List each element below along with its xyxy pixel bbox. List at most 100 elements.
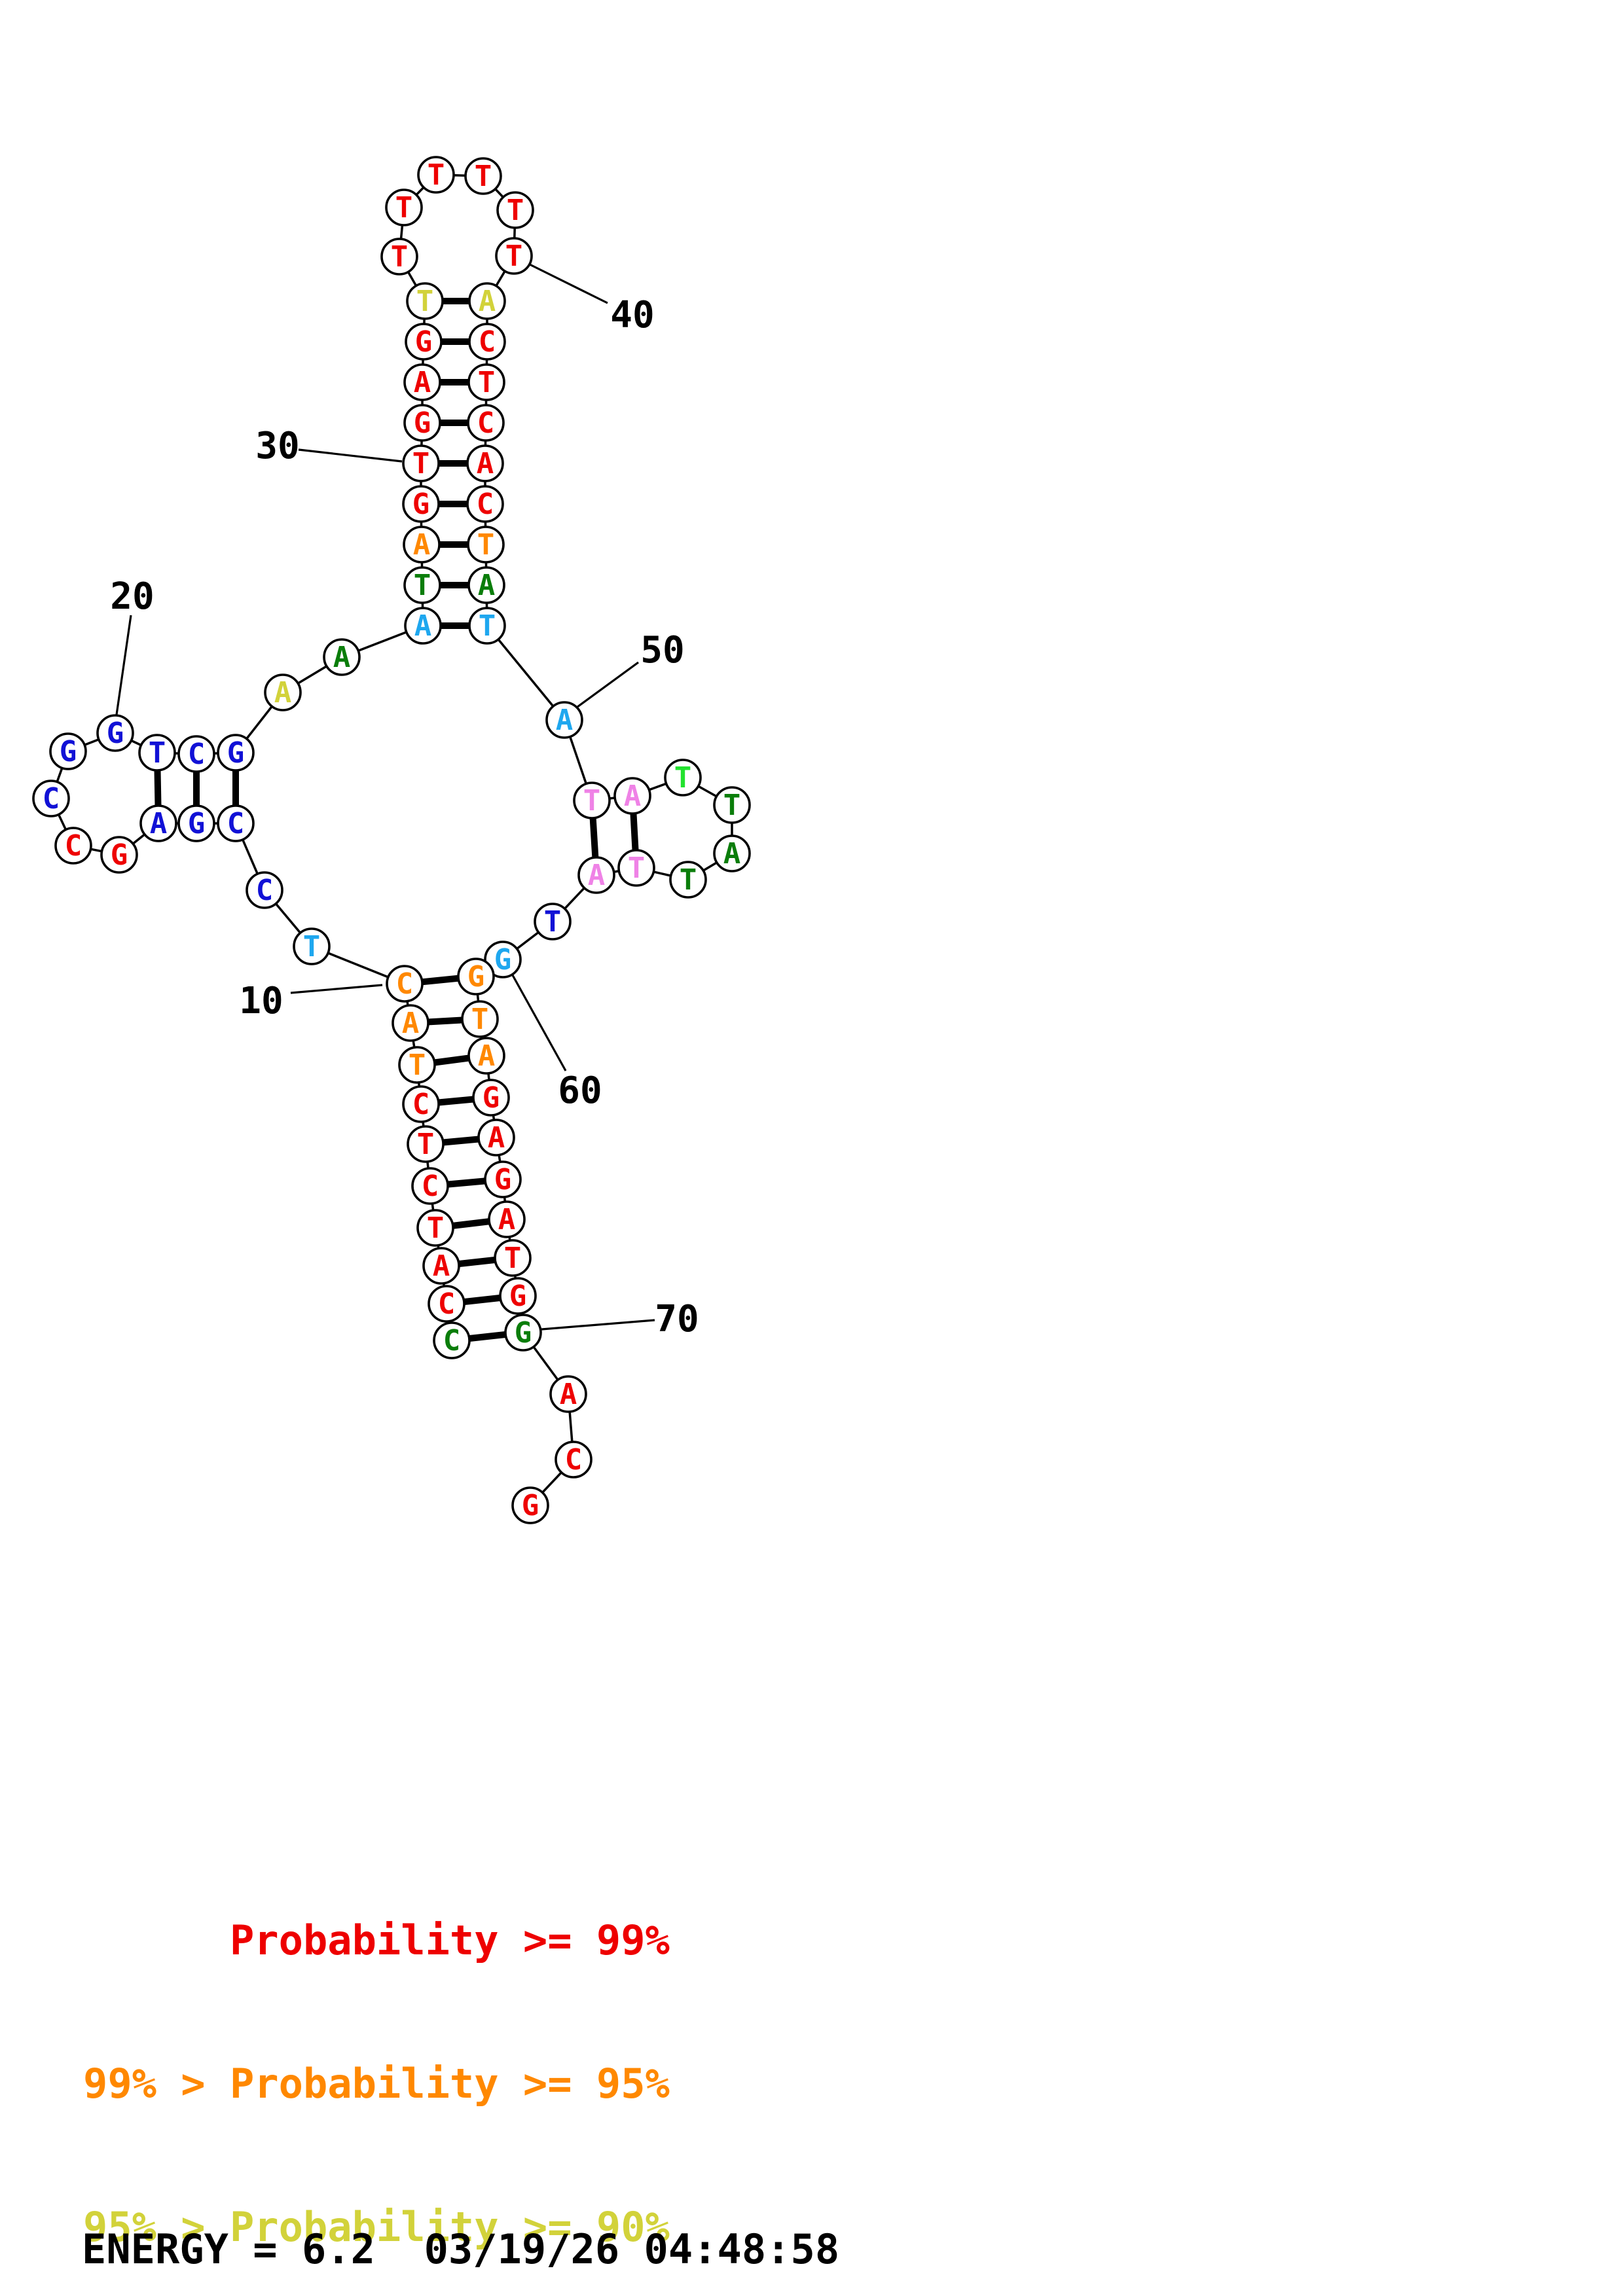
- nucleotide-circle: [466, 485, 504, 523]
- label-leader-line: [511, 975, 567, 1071]
- nucleotide-letter: C: [188, 738, 206, 771]
- nucleotide-letter: C: [438, 1287, 456, 1321]
- nucleotide-circle: [545, 701, 583, 739]
- nucleotide-letter: A: [274, 676, 292, 709]
- nucleotide-letter: T: [395, 191, 413, 224]
- nucleotide-circle: [495, 237, 533, 275]
- nucleotide-circle: [217, 734, 255, 772]
- position-label-20: 20: [110, 575, 154, 618]
- nucleotide-circle: [468, 607, 506, 645]
- nucleotide-circle: [461, 1000, 499, 1038]
- nucleotide-letter: A: [498, 1203, 516, 1236]
- nucleotide-letter: T: [391, 240, 409, 274]
- position-label-40: 40: [610, 294, 654, 336]
- nucleotide-circle: [398, 1046, 436, 1084]
- nucleotide-circle: [433, 1321, 471, 1359]
- nucleotide-letter: T: [417, 1128, 435, 1161]
- nucleotide-circle: [488, 1200, 526, 1238]
- label-leader-line: [298, 448, 403, 463]
- nucleotide-letter: G: [414, 406, 431, 440]
- nucleotide-circle: [504, 1314, 542, 1352]
- nucleotide-letter: T: [544, 905, 562, 939]
- nucleotide-circle: [534, 903, 572, 941]
- nucleotide-circle: [422, 1247, 460, 1285]
- nucleotide-circle: [669, 861, 707, 899]
- nucleotide-circle: [464, 157, 502, 195]
- label-leader-line: [541, 1319, 655, 1331]
- nucleotide-circle: [402, 485, 440, 523]
- nucleotide-circle: [664, 759, 702, 797]
- nucleotide-circle: [549, 1375, 587, 1413]
- nucleotide-letter: A: [414, 609, 432, 643]
- nucleotide-letter: A: [414, 366, 431, 399]
- nucleotide-letter: C: [256, 874, 274, 907]
- nucleotide-circle: [713, 786, 751, 824]
- legend-row-p99: Probability >= 99%: [83, 1916, 670, 1964]
- nucleotide-letter: T: [471, 1003, 489, 1036]
- nucleotide-letter: T: [479, 609, 496, 643]
- nucleotide-circle: [468, 282, 506, 320]
- nucleotide-circle: [467, 1037, 505, 1075]
- nucleotide-letter: C: [443, 1324, 461, 1357]
- nucleotide-letter: G: [483, 1081, 500, 1115]
- nucleotide-letter: T: [477, 528, 495, 562]
- nucleotide-letter: A: [333, 641, 351, 674]
- label-leader-line: [529, 263, 608, 304]
- nucleotide-circle: [428, 1285, 465, 1323]
- nucleotide-letter: T: [427, 1211, 445, 1245]
- label-leader-line: [577, 661, 639, 708]
- nucleotide-letter: C: [477, 488, 494, 521]
- nucleotide-letter: G: [467, 960, 485, 994]
- nucleotide-circle: [385, 188, 423, 226]
- nucleotide-letter: T: [303, 930, 321, 963]
- nucleotide-letter: T: [723, 789, 741, 822]
- nucleotide-circle: [403, 566, 441, 604]
- nucleotide-circle: [246, 871, 283, 909]
- nucleotide-letter: A: [560, 1378, 577, 1411]
- nucleotide-letter: A: [478, 1039, 496, 1073]
- nucleotide-circle: [100, 836, 138, 874]
- nucleotide-circle: [511, 1486, 549, 1524]
- backbone-segment: [486, 624, 566, 721]
- nucleotide-circle: [573, 781, 611, 819]
- nucleotide-letter: T: [414, 569, 431, 602]
- nucleotide-circle: [467, 404, 505, 442]
- probability-legend: Probability >= 99% 99% > Probability >= …: [83, 1821, 670, 2296]
- nucleotide-letter: C: [477, 406, 495, 440]
- nucleotide-circle: [468, 323, 506, 361]
- nucleotide-letter: T: [478, 366, 496, 399]
- nucleotide-letter: T: [416, 285, 434, 318]
- nucleotide-letter: A: [150, 807, 168, 840]
- nucleotide-letter: T: [505, 240, 523, 273]
- label-leader-line: [115, 615, 132, 715]
- nucleotide-letter: A: [433, 1249, 450, 1283]
- nucleotide-circle: [577, 856, 615, 894]
- nucleotide-letter: T: [680, 863, 697, 897]
- nucleotide-circle: [467, 363, 505, 401]
- nucleotide-letter: G: [515, 1316, 532, 1350]
- nucleotide-letter: C: [412, 1088, 430, 1121]
- legend-row-p90: 95% > Probability >= 90%: [83, 2203, 670, 2251]
- position-label-30: 30: [255, 425, 299, 467]
- nucleotide-circle: [477, 1119, 515, 1157]
- nucleotide-letter: A: [479, 285, 496, 318]
- nucleotide-letter: C: [565, 1443, 583, 1477]
- nucleotide-circle: [32, 780, 70, 817]
- nucleotide-letter: T: [475, 160, 492, 193]
- nucleotide-circle: [484, 941, 522, 978]
- nucleotide-circle: [403, 526, 441, 564]
- nucleotide-circle: [496, 191, 534, 229]
- nucleotide-letter: G: [412, 488, 430, 521]
- nucleotide-circle: [467, 526, 505, 564]
- nucleotide-circle: [613, 777, 651, 815]
- nucleotide-letter: G: [415, 325, 433, 359]
- nucleotide-circle: [417, 156, 455, 194]
- position-label-10: 10: [239, 980, 283, 1022]
- nucleotide-letter: G: [227, 736, 245, 770]
- nucleotide-circle: [54, 827, 92, 865]
- nucleotide-letter: G: [107, 717, 124, 750]
- nucleotide-letter: T: [412, 447, 430, 480]
- nucleotide-circle: [407, 1125, 445, 1163]
- nucleotide-letter: A: [478, 569, 496, 602]
